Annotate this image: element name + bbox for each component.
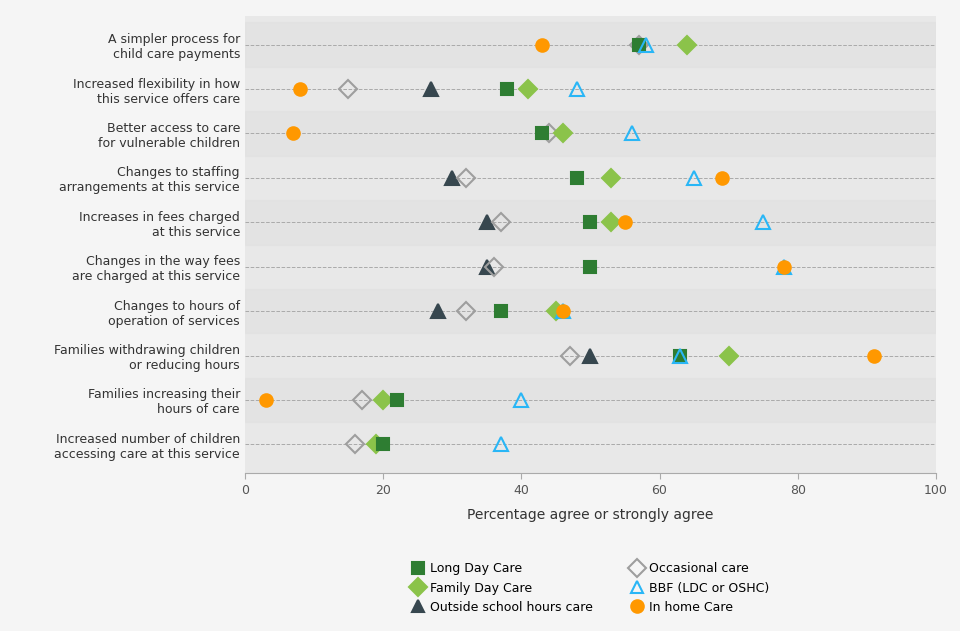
X-axis label: Percentage agree or strongly agree: Percentage agree or strongly agree: [468, 508, 713, 522]
Bar: [245, 111, 936, 156]
Bar: [245, 378, 936, 422]
Legend: Long Day Care, Family Day Care, Outside school hours care, Occasional care, BBF : Long Day Care, Family Day Care, Outside …: [406, 557, 775, 619]
Bar: [245, 23, 936, 67]
Bar: [245, 289, 936, 333]
Bar: [245, 200, 936, 244]
